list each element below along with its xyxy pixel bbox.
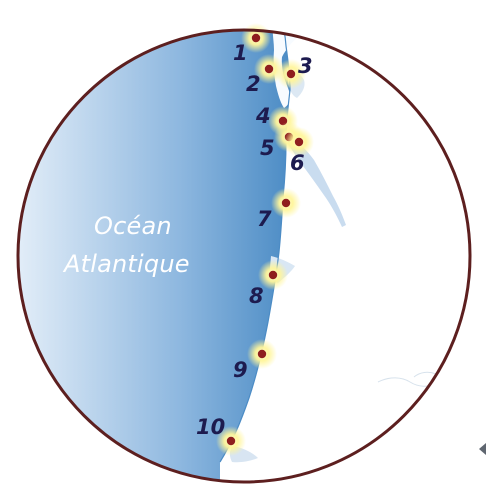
- marker-label-2: 2: [246, 72, 261, 96]
- ocean-area: [18, 30, 290, 482]
- marker-label-4: 4: [255, 104, 271, 128]
- map-pin-icon: [251, 33, 261, 43]
- map-border: [16, 28, 472, 484]
- map-pin-icon: [226, 436, 236, 446]
- marker-label-9: 9: [233, 358, 248, 382]
- map-marker-7: 7: [257, 188, 301, 231]
- marker-label-3: 3: [298, 54, 313, 78]
- marker-label-7: 7: [257, 207, 272, 231]
- map-pin-icon: [281, 198, 291, 208]
- map-pin-icon: [264, 64, 274, 74]
- marker-label-10: 10: [196, 415, 225, 439]
- map-marker-9: 9: [233, 339, 277, 382]
- marker-label-8: 8: [249, 284, 264, 308]
- map-pin-icon: [268, 270, 278, 280]
- ocean-label-line2: Atlantique: [62, 250, 190, 278]
- map-marker-8: 8: [249, 260, 288, 308]
- marker-label-1: 1: [233, 41, 248, 65]
- chevron-left-icon: [479, 443, 486, 455]
- map-pin-icon: [257, 349, 267, 359]
- map-pin-icon: [286, 69, 296, 79]
- marker-label-6: 6: [290, 151, 305, 175]
- marker-label-5: 5: [260, 136, 275, 160]
- map-marker-3: 3: [276, 54, 313, 89]
- map-marker-6: 6: [284, 127, 314, 175]
- north-coast-detail: [272, 30, 303, 108]
- map-marker-10: 10: [196, 415, 246, 456]
- ocean-label-line1: Océan: [94, 212, 172, 240]
- map-pin-icon: [294, 137, 304, 147]
